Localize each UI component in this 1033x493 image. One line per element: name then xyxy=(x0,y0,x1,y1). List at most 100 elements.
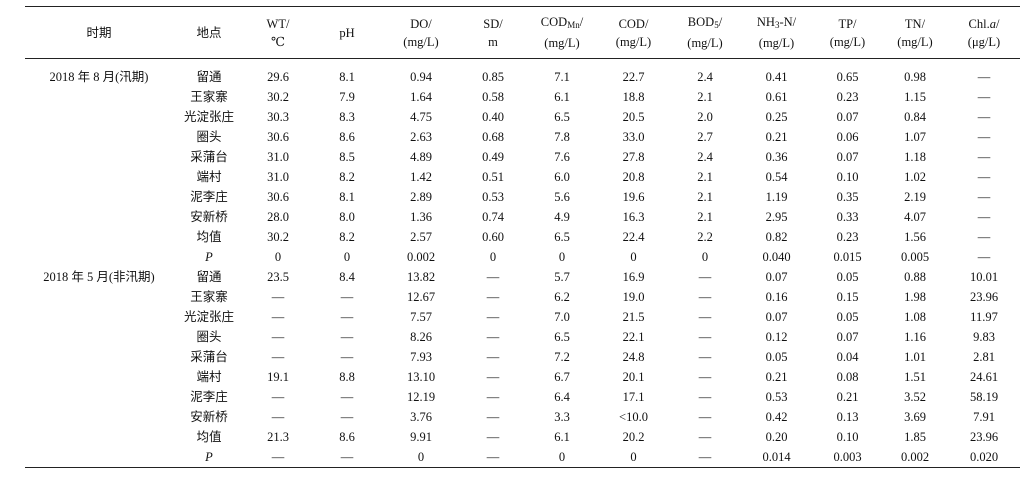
value-cell: 3.3 xyxy=(554,410,570,424)
value-cell: 1.36 xyxy=(410,210,432,224)
table-row: 光淀张庄 — — 7.57 — 7.0 21.5 — 0.07 0.05 1.08 11.97 xyxy=(25,307,1020,327)
period-cell xyxy=(25,287,173,307)
value-cell: — xyxy=(340,310,354,324)
value-cell: 30.3 xyxy=(267,110,289,124)
value-cell: 2.2 xyxy=(697,230,713,244)
value-cell: 0.54 xyxy=(765,170,788,184)
header-codmn-unit: (mg/L) xyxy=(544,36,580,50)
value-cell: 0 xyxy=(343,250,351,264)
value-cell: 3.76 xyxy=(410,410,432,424)
value-cell: 58.19 xyxy=(969,390,999,404)
value-cell: 0.61 xyxy=(765,90,788,104)
value-cell: 0.05 xyxy=(765,350,788,364)
site-cell: 圈头 xyxy=(196,330,222,344)
site-cell: 端村 xyxy=(196,370,222,384)
value-cell: 0 xyxy=(597,447,670,468)
value-cell: 1.42 xyxy=(410,170,432,184)
value-cell: 0.08 xyxy=(836,370,859,384)
value-cell: 8.26 xyxy=(410,330,432,344)
value-cell: — xyxy=(977,190,991,204)
value-cell: 23.96 xyxy=(969,430,999,444)
value-cell: 0 xyxy=(383,447,459,468)
table-row: 采蒲台 — — 7.93 — 7.2 24.8 — 0.05 0.04 1.01 2.81 xyxy=(25,347,1020,367)
value-cell: 28.0 xyxy=(267,210,289,224)
value-cell: — xyxy=(486,430,500,444)
value-cell: 11.97 xyxy=(970,310,998,324)
header-do-unit: (mg/L) xyxy=(403,34,439,49)
value-cell: — xyxy=(486,350,500,364)
value-cell: 0.23 xyxy=(836,90,859,104)
value-cell: 0.005 xyxy=(900,250,930,264)
period-cell xyxy=(25,367,173,387)
value-cell: — xyxy=(977,250,991,264)
value-cell: — xyxy=(698,410,712,424)
value-cell: 6.1 xyxy=(554,90,570,104)
value-cell: — xyxy=(977,90,991,104)
value-cell: 7.57 xyxy=(410,310,432,324)
value-cell: 24.61 xyxy=(969,370,999,384)
value-cell: 0.74 xyxy=(482,210,504,224)
value-cell: — xyxy=(486,410,500,424)
table-row: 王家寨 — — 12.67 — 6.2 19.0 — 0.16 0.15 1.98 23.96 xyxy=(25,287,1020,307)
value-cell: — xyxy=(340,390,354,404)
value-cell: 5.7 xyxy=(554,270,570,284)
site-cell: 泥李庄 xyxy=(190,390,228,404)
header-wt: WT/ ℃ xyxy=(245,6,311,59)
header-nh3-tail: -N/ xyxy=(779,15,797,29)
value-cell: 19.6 xyxy=(622,190,645,204)
header-sd: SD/ m xyxy=(459,6,527,59)
header-nh3-sub: 3 xyxy=(774,20,780,30)
value-cell: 0.85 xyxy=(482,70,504,84)
value-cell: 0.60 xyxy=(482,230,504,244)
value-cell: 22.7 xyxy=(622,70,645,84)
value-cell: 6.5 xyxy=(554,230,570,244)
value-cell: 0.05 xyxy=(836,310,859,324)
period-cell xyxy=(25,227,173,247)
period-cell xyxy=(25,107,173,127)
header-site-label: 地点 xyxy=(196,25,222,40)
value-cell: — xyxy=(977,150,991,164)
value-cell: 0.015 xyxy=(833,250,862,264)
value-cell: 0.020 xyxy=(948,447,1020,468)
value-cell: 16.3 xyxy=(622,210,645,224)
table-row: 圈头 30.6 8.6 2.63 0.68 7.8 33.0 2.7 0.21 0.06 1.07 — xyxy=(25,127,1020,147)
value-cell: 8.1 xyxy=(339,70,355,84)
period-cell: 2018 年 8 月(汛期) xyxy=(49,70,149,84)
value-cell: 7.91 xyxy=(973,410,995,424)
value-cell: 2.7 xyxy=(697,130,713,144)
header-do: DO/ (mg/L) xyxy=(383,6,459,59)
value-cell: 0.014 xyxy=(740,447,813,468)
header-wt-unit: ℃ xyxy=(271,34,285,49)
value-cell: — xyxy=(977,210,991,224)
spacer-row xyxy=(25,59,1020,68)
value-cell: 0.82 xyxy=(765,230,788,244)
value-cell: — xyxy=(977,70,991,84)
value-cell: 0.65 xyxy=(836,70,859,84)
value-cell: 6.5 xyxy=(554,330,570,344)
period-cell xyxy=(25,447,173,468)
value-cell: 2.95 xyxy=(765,210,788,224)
table-row: 泥李庄 30.6 8.1 2.89 0.53 5.6 19.6 2.1 1.19 0.35 2.19… xyxy=(25,187,1020,207)
value-cell: 0.49 xyxy=(482,150,504,164)
value-cell: 2.4 xyxy=(697,150,713,164)
value-cell: 0.58 xyxy=(482,90,504,104)
header-tn-label: TN/ xyxy=(904,16,926,31)
value-cell: — xyxy=(271,330,285,344)
value-cell: 2.1 xyxy=(697,190,713,204)
value-cell: 5.6 xyxy=(554,190,570,204)
site-cell: 光淀张庄 xyxy=(183,310,234,324)
value-cell: 7.1 xyxy=(554,70,570,84)
value-cell: 0.13 xyxy=(836,410,859,424)
value-cell: 0 xyxy=(558,250,566,264)
value-cell: 6.1 xyxy=(554,430,570,444)
value-cell: 1.85 xyxy=(904,430,926,444)
value-cell: 7.8 xyxy=(554,130,570,144)
value-cell: 0.21 xyxy=(765,370,788,384)
value-cell: 0.53 xyxy=(765,390,788,404)
period-cell xyxy=(25,187,173,207)
value-cell: 4.07 xyxy=(904,210,926,224)
value-cell: <10.0 xyxy=(619,410,648,424)
value-cell: 0.07 xyxy=(765,310,788,324)
value-cell: 0.35 xyxy=(836,190,859,204)
